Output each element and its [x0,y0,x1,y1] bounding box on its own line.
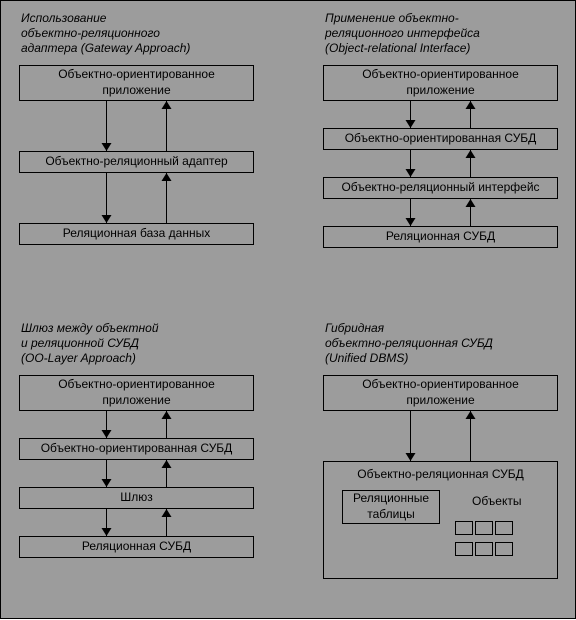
flowchart-node: Реляционная СУБД [323,226,558,248]
object-box [495,542,513,556]
quadrant-caption: Использование объектно-реляционного адап… [19,11,259,56]
flowchart-node: Объектно-ориентированная СУБД [323,128,558,150]
object-box [495,521,513,535]
flowchart-node: Объектно-ориентированная СУБД [19,438,254,460]
object-box [455,542,473,556]
flowchart-node: Объектно-ориентированное приложение [19,65,254,101]
flowchart-node: Объектно-ориентированное приложение [323,65,558,101]
object-boxes-grid [454,520,514,562]
flowchart-node: Реляционная СУБД [19,536,254,558]
flowchart-node: Объектно-реляционный адаптер [19,151,254,173]
inner-label-objects: Объекты [472,494,522,508]
flowchart-node: Объектно-ориентированное приложение [19,375,254,411]
quadrant-caption: Применение объектно- реляционного интерф… [323,11,563,56]
flowchart-node: Объектно-ориентированное приложение [323,375,558,411]
inner-node-tables: Реляционные таблицы [342,490,440,524]
container-node: Объектно-реляционная СУБД Реляционные таб… [323,461,558,579]
quadrant-caption: Шлюз между объектной и реляционной СУБД … [19,321,259,366]
container-label: Объектно-реляционная СУБД [324,462,557,481]
quadrant-caption: Гибридная объектно-реляционная СУБД (Uni… [323,321,563,366]
object-box [475,521,493,535]
flowchart-node: Шлюз [19,487,254,509]
object-box [475,542,493,556]
diagram-canvas: Использование объектно-реляционного адап… [0,0,576,619]
object-box [455,521,473,535]
flowchart-node: Реляционная база данных [19,223,254,245]
flowchart-node: Объектно-реляционный интерфейс [323,177,558,199]
